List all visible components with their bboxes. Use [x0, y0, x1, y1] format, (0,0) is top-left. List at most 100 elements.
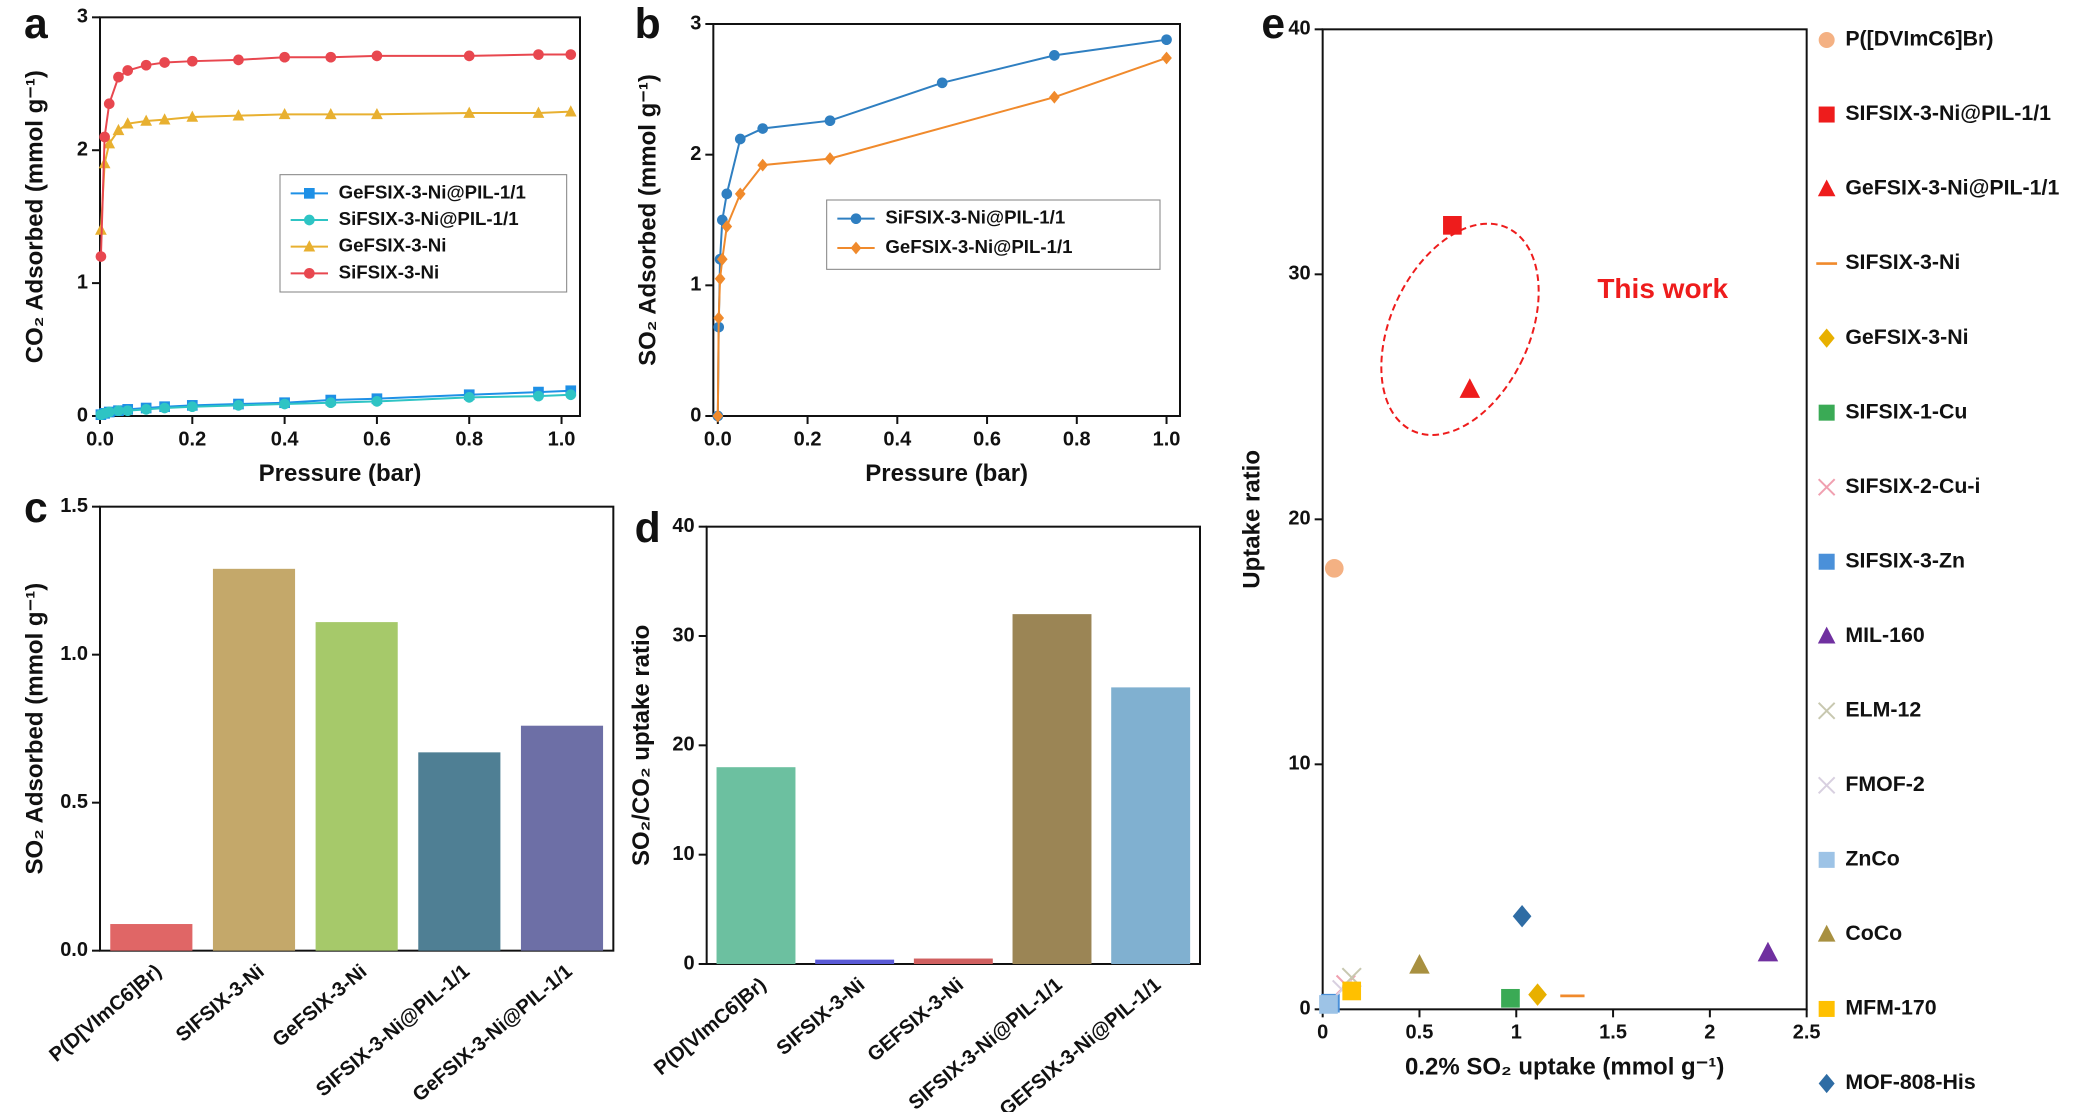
data-point	[279, 51, 290, 63]
y-tick-label: 0	[1300, 998, 1311, 1020]
data-point	[757, 158, 769, 172]
panel-label: e	[1261, 0, 1285, 48]
x-tick-label: 2.5	[1793, 1022, 1821, 1044]
data-point	[936, 77, 948, 89]
x-tick-label: 0.2	[178, 428, 206, 450]
data-point	[533, 390, 544, 402]
y-tick-label: 20	[672, 734, 694, 756]
legend-label: SIFSIX-1-Cu	[1845, 399, 1967, 423]
data-point	[1049, 90, 1060, 104]
data-point	[103, 98, 115, 110]
data-point	[1324, 559, 1344, 578]
legend-marker	[1818, 404, 1835, 421]
y-tick-label: 30	[1288, 263, 1310, 285]
highlight-ellipse	[1380, 222, 1540, 436]
series-line	[716, 38, 1167, 417]
x-tick-label: SIFSIX-3-Ni	[172, 960, 269, 1046]
data-point	[824, 115, 836, 127]
data-point	[103, 137, 116, 149]
x-tick-label: 1	[1511, 1022, 1522, 1044]
plot-frame	[1321, 28, 1808, 1011]
data-point	[1049, 50, 1060, 61]
data-point	[324, 107, 337, 120]
legend-label: SiFSIX-3-Ni	[339, 261, 440, 282]
data-point	[721, 220, 733, 233]
y-tick-label: 3	[690, 12, 701, 34]
legend-marker	[1817, 626, 1836, 644]
y-tick-label: 1.0	[60, 643, 88, 665]
data-point	[325, 51, 337, 63]
x-tick-label: 0.0	[704, 428, 732, 450]
y-axis-title: SO₂/CO₂ uptake ratio	[628, 625, 655, 866]
panel-label: d	[635, 504, 661, 552]
y-tick-label: 2	[690, 143, 701, 165]
y-tick-label: 30	[672, 624, 694, 646]
data-point	[158, 113, 171, 125]
legend-label: SiFSIX-3-Ni@PIL-1/1	[885, 207, 1065, 228]
legend-box	[826, 199, 1161, 270]
y-tick-label: 0.5	[60, 791, 88, 813]
data-point	[140, 404, 152, 415]
x-tick-label: 0.6	[363, 428, 391, 450]
y-tick-label: 0	[684, 952, 695, 974]
x-tick-label: 0	[1317, 1022, 1328, 1044]
annotation: This work	[1597, 273, 1728, 304]
legend-label: ELM-12	[1845, 697, 1921, 721]
x-tick-label: P(D[VImC6]Br)	[650, 974, 771, 1080]
data-point	[714, 272, 726, 286]
data-point	[463, 106, 476, 118]
data-point	[99, 131, 110, 143]
y-tick-label: 0	[77, 404, 88, 426]
bar	[418, 752, 501, 951]
data-point	[1161, 51, 1172, 65]
data-point	[121, 117, 134, 129]
data-point	[1512, 905, 1532, 928]
data-point	[463, 50, 475, 62]
data-point	[113, 71, 124, 83]
x-tick-label: 1.0	[1153, 428, 1181, 450]
data-point	[716, 252, 728, 266]
bar	[1012, 614, 1092, 964]
data-point	[140, 59, 152, 71]
x-tick-label: SIFSIX-3-Ni	[773, 974, 870, 1060]
legend-label: MOF-808-His	[1845, 1070, 1975, 1094]
x-tick-label: 0.4	[883, 428, 912, 450]
legend-marker	[1818, 328, 1835, 348]
x-tick-label: P(D[VImC6]Br)	[45, 960, 166, 1066]
x-tick-label: 1.0	[548, 428, 576, 450]
data-point	[186, 55, 198, 67]
legend-label: GeFSIX-3-Ni	[339, 235, 447, 256]
legend-label: MFM-170	[1845, 996, 1936, 1020]
y-tick-label: 20	[1288, 508, 1310, 530]
y-tick-label: 40	[1288, 18, 1310, 40]
x-tick-label: 0.0	[86, 428, 114, 450]
bar	[716, 767, 796, 964]
plot-frame	[99, 16, 581, 417]
data-point	[565, 389, 577, 401]
data-point	[1443, 216, 1462, 235]
x-axis-title: 0.2% SO₂ uptake (mmol g⁻¹)	[1405, 1053, 1724, 1080]
legend-marker	[1817, 179, 1836, 197]
data-point	[824, 152, 836, 165]
bar	[815, 959, 895, 964]
legend-marker	[1818, 851, 1835, 868]
legend-marker	[1818, 32, 1835, 48]
data-point	[159, 402, 170, 414]
legend-marker	[1817, 924, 1836, 942]
legend-marker	[1818, 553, 1835, 570]
data-point	[186, 401, 198, 413]
data-point	[757, 123, 769, 134]
data-point	[564, 105, 577, 117]
x-tick-label: GeFSIX-3-Ni	[269, 960, 372, 1051]
y-tick-label: 1	[690, 274, 701, 296]
y-axis-title: CO₂ Adsorbed (mmol g⁻¹)	[21, 70, 48, 363]
bar	[315, 622, 398, 951]
y-axis-title: SO₂ Adsorbed (mmol g⁻¹)	[635, 74, 662, 366]
legend-label: GeFSIX-3-Ni@PIL-1/1	[885, 236, 1072, 257]
bar	[1111, 687, 1191, 964]
data-point	[233, 400, 244, 411]
data-point	[565, 49, 577, 60]
panel-label: a	[24, 0, 48, 48]
data-point	[278, 107, 291, 120]
